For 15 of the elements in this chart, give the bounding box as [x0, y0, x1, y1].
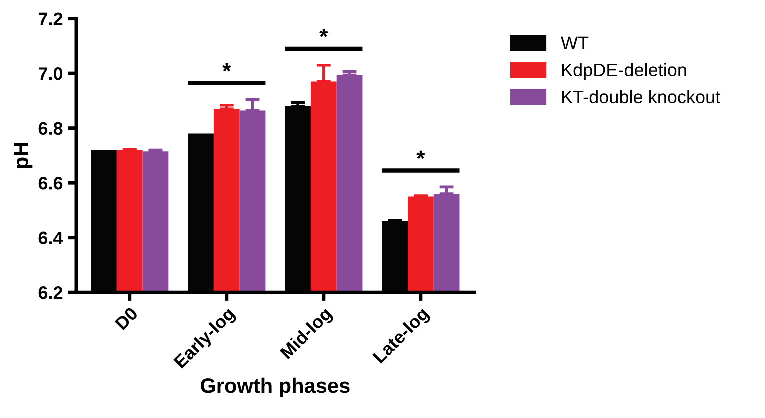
y-tick-label: 6.6 [38, 177, 63, 190]
annotation: * [320, 29, 328, 38]
y-axis-title: pH [14, 143, 33, 168]
y-tick-label: 7.0 [38, 68, 63, 80]
annotation: * [222, 64, 232, 72]
legend-label: KT-double knockout [562, 90, 720, 104]
y-tick-label: 7.2 [38, 12, 63, 26]
x-tick-label: D0 [114, 306, 139, 331]
legend-label: KdpDE-deletion [562, 63, 686, 80]
x-axis-title: Growth phases [201, 378, 350, 398]
y-tick-label: 6.8 [38, 122, 63, 136]
annotation: * [416, 150, 426, 160]
legend-label: WT [561, 36, 589, 50]
y-tick-label: 6.4 [38, 232, 64, 245]
y-tick-label: 6.2 [38, 286, 63, 300]
